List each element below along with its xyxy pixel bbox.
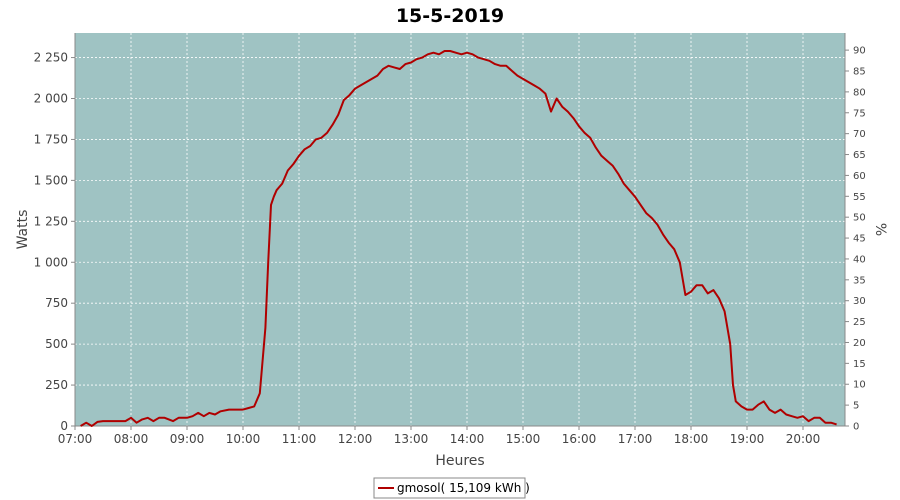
y-right-tick-label: 85 xyxy=(853,67,866,78)
y-tick-label: 1 500 xyxy=(34,173,68,187)
y-right-tick-label: 65 xyxy=(853,150,866,161)
x-tick-label: 18:00 xyxy=(674,432,709,446)
x-tick-label: 12:00 xyxy=(338,432,373,446)
y-tick-label: 0 xyxy=(60,419,68,433)
y-axis-right: 0 5 10 15 20 25 30 35 40 45 50 55 60 65 70 75 80 85 90 xyxy=(844,33,866,433)
y-right-tick-label: 35 xyxy=(853,275,866,286)
y-right-tick-label: 50 xyxy=(853,213,866,224)
y-tick-label: 750 xyxy=(45,296,68,310)
y-right-tick-label: 55 xyxy=(853,192,866,203)
x-tick-label: 09:00 xyxy=(170,432,205,446)
y-tick-label: 1 000 xyxy=(34,255,68,269)
y-axis-right-label: % xyxy=(872,223,888,236)
legend: gmosol( 15,109 kWh ) xyxy=(373,477,530,499)
y-tick-label: 500 xyxy=(45,337,68,351)
y-right-tick-label: 10 xyxy=(853,380,866,391)
y-axis-left: 0 250 500 750 1 000 1 250 1 500 1 750 2 000 2 250 xyxy=(34,33,76,433)
y-right-tick-label: 75 xyxy=(853,108,866,119)
y-tick-label: 1 750 xyxy=(34,132,68,146)
y-right-tick-label: 70 xyxy=(853,129,866,140)
x-tick-label: 08:00 xyxy=(114,432,149,446)
x-tick-label: 20:00 xyxy=(786,432,821,446)
chart-title: 15-5-2019 xyxy=(396,5,504,27)
x-tick-label: 15:00 xyxy=(506,432,541,446)
y-right-tick-label: 20 xyxy=(853,338,866,349)
x-tick-label: 10:00 xyxy=(226,432,261,446)
x-tick-label: 13:00 xyxy=(394,432,429,446)
x-axis-label: Heures xyxy=(435,453,484,469)
y-right-tick-label: 45 xyxy=(853,234,866,245)
y-tick-label: 2 250 xyxy=(34,51,68,65)
y-right-tick-label: 0 xyxy=(853,422,859,433)
y-tick-label: 1 250 xyxy=(34,214,68,228)
x-tick-label: 16:00 xyxy=(562,432,597,446)
y-axis-label: Watts xyxy=(15,210,31,250)
grid-lines xyxy=(74,33,845,426)
x-tick-label: 07:00 xyxy=(58,432,93,446)
y-right-tick-label: 25 xyxy=(853,317,866,328)
y-right-tick-label: 80 xyxy=(853,87,866,98)
y-tick-label: 250 xyxy=(45,378,68,392)
x-tick-label: 17:00 xyxy=(618,432,653,446)
legend-box xyxy=(373,477,526,499)
x-tick-label: 14:00 xyxy=(450,432,485,446)
y-tick-label: 2 000 xyxy=(34,92,68,106)
plot-area xyxy=(75,33,845,426)
series-line-0 xyxy=(80,50,837,427)
y-right-tick-label: 90 xyxy=(853,46,866,57)
x-tick-label: 11:00 xyxy=(282,432,317,446)
x-axis: 07:00 08:00 09:00 10:00 11:00 12:00 13:00 14:00… xyxy=(58,425,845,446)
legend-entry: gmosol( 15,109 kWh ) xyxy=(397,481,530,495)
y-right-tick-label: 5 xyxy=(853,401,859,412)
y-right-tick-label: 40 xyxy=(853,254,866,265)
y-right-tick-label: 15 xyxy=(853,359,866,370)
series-layer xyxy=(80,50,837,427)
y-right-tick-label: 60 xyxy=(853,171,866,182)
y-right-tick-label: 30 xyxy=(853,296,866,307)
x-tick-label: 19:00 xyxy=(730,432,765,446)
